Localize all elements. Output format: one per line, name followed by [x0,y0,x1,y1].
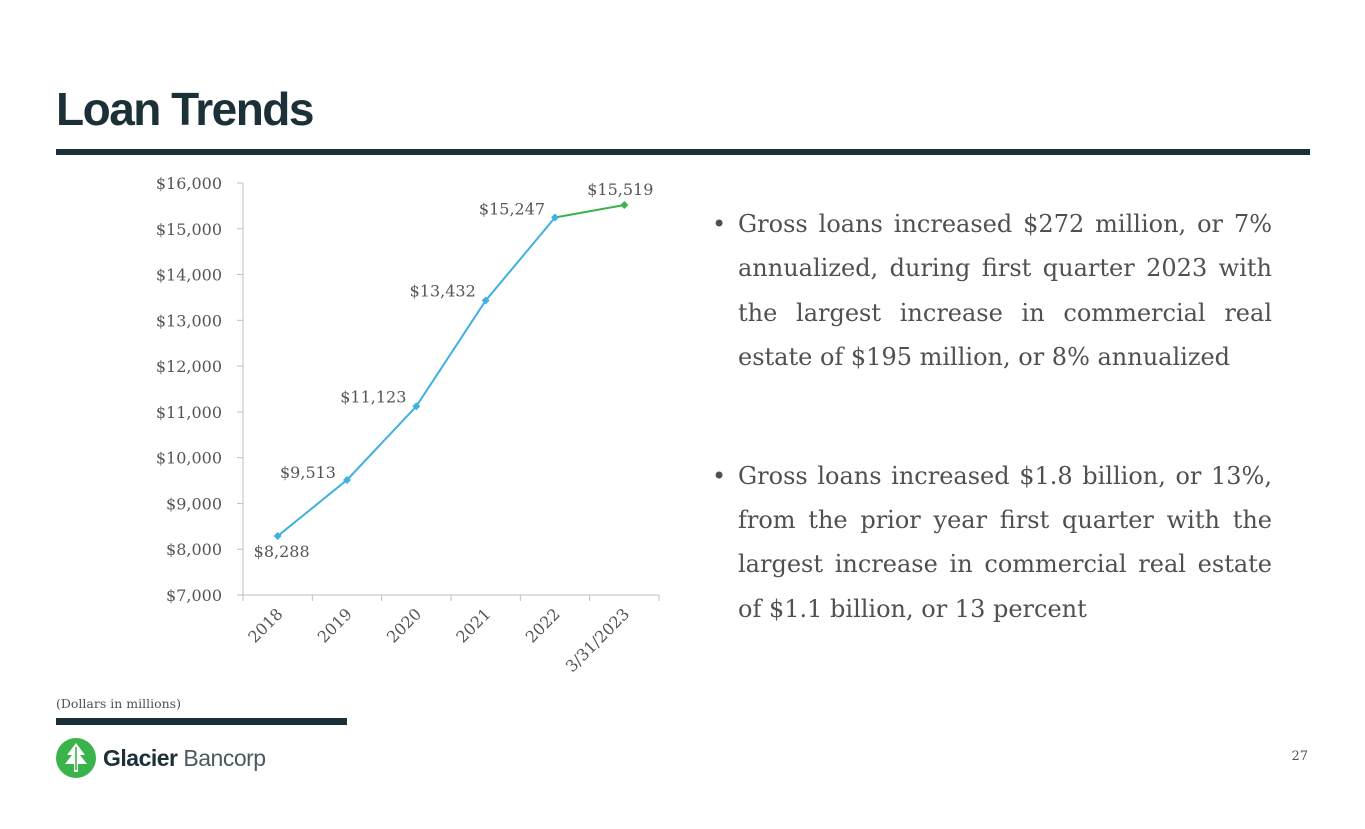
logo-wordmark-bold: Glacier [103,744,178,771]
series-line [277,216,556,537]
data-label: $15,519 [587,180,653,199]
data-label: $15,247 [479,199,545,218]
bullet-item: • Gross loans increased $272 million, or… [712,202,1272,380]
page-title: Loan Trends [56,83,314,135]
y-tick-label: $14,000 [156,266,222,285]
bullet-list: • Gross loans increased $272 million, or… [712,202,1272,631]
x-tick-label: 2022 [522,604,564,646]
bullet-item: • Gross loans increased $1.8 billion, or… [712,454,1272,632]
chart-series [273,201,629,541]
footer-divider [56,718,347,725]
data-point [481,296,490,305]
x-tick-label: 2020 [383,604,425,646]
data-point [412,402,421,411]
data-point [620,201,629,210]
x-tick-label: 2018 [244,604,286,646]
y-tick-label: $13,000 [156,311,222,330]
logo-wordmark: Glacier Bancorp [103,745,266,772]
bullet-dot-icon: • [712,210,727,238]
glacier-bancorp-logo: Glacier Bancorp [56,737,266,779]
y-tick-label: $10,000 [156,449,222,468]
y-tick-label: $11,000 [156,403,222,422]
footnote: (Dollars in millions) [56,696,181,711]
loan-trends-chart: $16,000 $15,000 $14,000 $13,000 $12,000 $11,0… [156,174,660,676]
series-line [554,204,625,219]
y-tick-label: $7,000 [166,586,222,605]
data-label: $8,288 [254,542,310,561]
data-label: $9,513 [280,463,336,482]
x-tick-label: 3/31/2023 [562,604,633,675]
chart-axes: $16,000 $15,000 $14,000 $13,000 $12,000 $11,0… [156,174,660,676]
data-point [273,532,282,541]
y-tick-label: $8,000 [166,540,222,559]
bullet-text: Gross loans increased $1.8 billion, or 1… [738,461,1272,623]
title-divider [56,149,1310,155]
bullet-dot-icon: • [712,461,727,490]
data-label: $11,123 [340,387,406,406]
glacier-tree-logo-icon [56,738,96,778]
y-tick-label: $15,000 [156,220,222,239]
y-tick-label: $9,000 [166,494,222,513]
page-number: 27 [1291,749,1308,764]
chart-labels: $8,288 $9,513 $11,123 $13,432 $15,247 $15,519 [254,180,654,561]
data-label: $13,432 [410,282,476,301]
bullet-text: Gross loans increased $272 million, or 7… [738,210,1272,372]
x-tick-label: 2021 [452,604,494,646]
y-tick-label: $16,000 [156,174,222,193]
data-point [343,475,351,484]
x-tick-label: 2019 [314,604,356,646]
y-tick-label: $12,000 [156,357,222,376]
data-point [551,213,559,222]
logo-wordmark-light: Bancorp [177,744,266,771]
